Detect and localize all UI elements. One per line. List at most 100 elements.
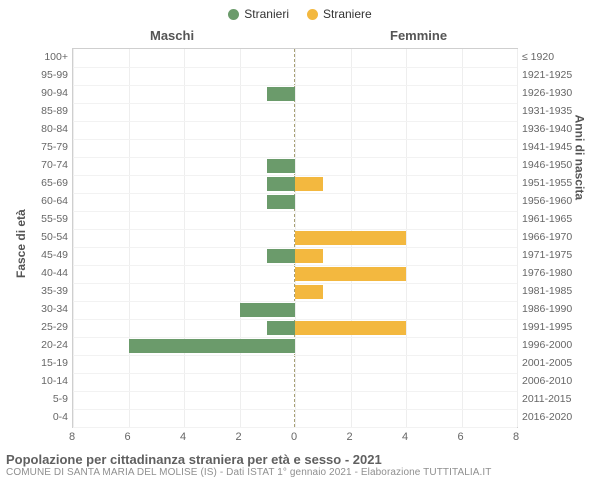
- gridline-h: [73, 409, 517, 410]
- y-label-birth: 1961-1965: [522, 213, 572, 225]
- x-tick-label: 2: [235, 431, 241, 443]
- gridline-v: [462, 49, 463, 427]
- gridline-h: [73, 301, 517, 302]
- column-title-right: Femmine: [390, 28, 447, 43]
- column-title-left: Maschi: [150, 28, 194, 43]
- y-axis-title-right: Anni di nascita: [572, 115, 586, 200]
- y-label-age: 40-44: [34, 267, 68, 279]
- gridline-h: [73, 103, 517, 104]
- y-label-age: 20-24: [34, 339, 68, 351]
- y-label-age: 80-84: [34, 123, 68, 135]
- y-label-age: 5-9: [34, 393, 68, 405]
- bar-male: [240, 303, 296, 317]
- y-label-age: 10-14: [34, 375, 68, 387]
- y-label-birth: 1926-1930: [522, 87, 572, 99]
- y-label-birth: 1936-1940: [522, 123, 572, 135]
- y-label-birth: 1966-1970: [522, 231, 572, 243]
- gridline-h: [73, 265, 517, 266]
- y-label-birth: 1991-1995: [522, 321, 572, 333]
- y-label-age: 95-99: [34, 69, 68, 81]
- y-label-birth: 2001-2005: [522, 357, 572, 369]
- y-label-age: 55-59: [34, 213, 68, 225]
- gridline-h: [73, 229, 517, 230]
- gridline-h: [73, 139, 517, 140]
- gridline-h: [73, 67, 517, 68]
- legend-male-label: Stranieri: [244, 7, 289, 21]
- gridline-h: [73, 175, 517, 176]
- y-label-birth: 1981-1985: [522, 285, 572, 297]
- legend: Stranieri Straniere: [0, 0, 600, 28]
- y-label-age: 30-34: [34, 303, 68, 315]
- gridline-v: [240, 49, 241, 427]
- y-label-birth: 2006-2010: [522, 375, 572, 387]
- gridline-h: [73, 157, 517, 158]
- y-label-age: 75-79: [34, 141, 68, 153]
- column-headers: Maschi Femmine: [0, 28, 600, 48]
- x-tick-label: 2: [346, 431, 352, 443]
- chart-area: Fasce di età Anni di nascita 8642024680-…: [0, 48, 600, 448]
- y-label-age: 60-64: [34, 195, 68, 207]
- x-tick-label: 6: [457, 431, 463, 443]
- footer: Popolazione per cittadinanza straniera p…: [0, 452, 600, 478]
- gridline-h: [73, 283, 517, 284]
- bar-male: [267, 159, 295, 173]
- y-label-birth: 1971-1975: [522, 249, 572, 261]
- y-label-birth: 1946-1950: [522, 159, 572, 171]
- bar-male: [267, 177, 295, 191]
- gridline-h: [73, 355, 517, 356]
- bar-female: [295, 321, 406, 335]
- x-tick-label: 8: [513, 431, 519, 443]
- gridline-v: [517, 49, 518, 427]
- bar-female: [295, 249, 323, 263]
- bar-female: [295, 231, 406, 245]
- bar-male: [129, 339, 296, 353]
- gridline-h: [73, 373, 517, 374]
- y-label-birth: 1921-1925: [522, 69, 572, 81]
- y-label-birth: 1986-1990: [522, 303, 572, 315]
- gridline-h: [73, 319, 517, 320]
- y-label-birth: 2016-2020: [522, 411, 572, 423]
- y-axis-title-left: Fasce di età: [14, 209, 28, 278]
- x-tick-label: 4: [402, 431, 408, 443]
- gridline-h: [73, 337, 517, 338]
- bar-male: [267, 195, 295, 209]
- gridline-v: [184, 49, 185, 427]
- bar-male: [267, 321, 295, 335]
- gridline-h: [73, 427, 517, 428]
- y-label-birth: 1931-1935: [522, 105, 572, 117]
- y-label-birth: 1956-1960: [522, 195, 572, 207]
- gridline-h: [73, 391, 517, 392]
- bar-male: [267, 249, 295, 263]
- gridline-v: [406, 49, 407, 427]
- y-label-birth: ≤ 1920: [522, 51, 554, 63]
- y-label-age: 100+: [34, 51, 68, 63]
- y-label-birth: 1976-1980: [522, 267, 572, 279]
- y-label-age: 90-94: [34, 87, 68, 99]
- swatch-female: [307, 9, 318, 20]
- gridline-h: [73, 85, 517, 86]
- gridline-v: [129, 49, 130, 427]
- y-label-age: 45-49: [34, 249, 68, 261]
- gridline-v: [73, 49, 74, 427]
- chart-title: Popolazione per cittadinanza straniera p…: [6, 452, 600, 467]
- bar-male: [267, 87, 295, 101]
- plot: [72, 48, 518, 428]
- y-label-birth: 2011-2015: [522, 393, 571, 405]
- y-label-age: 70-74: [34, 159, 68, 171]
- bar-female: [295, 177, 323, 191]
- x-tick-label: 8: [69, 431, 75, 443]
- y-label-age: 0-4: [34, 411, 68, 423]
- y-label-age: 85-89: [34, 105, 68, 117]
- gridline-h: [73, 247, 517, 248]
- y-label-birth: 1951-1955: [522, 177, 572, 189]
- gridline-h: [73, 211, 517, 212]
- x-tick-label: 0: [291, 431, 297, 443]
- bar-female: [295, 267, 406, 281]
- bar-female: [295, 285, 323, 299]
- swatch-male: [228, 9, 239, 20]
- gridline-h: [73, 121, 517, 122]
- y-label-birth: 1941-1945: [522, 141, 572, 153]
- y-label-age: 50-54: [34, 231, 68, 243]
- y-label-age: 35-39: [34, 285, 68, 297]
- legend-female: Straniere: [307, 7, 372, 21]
